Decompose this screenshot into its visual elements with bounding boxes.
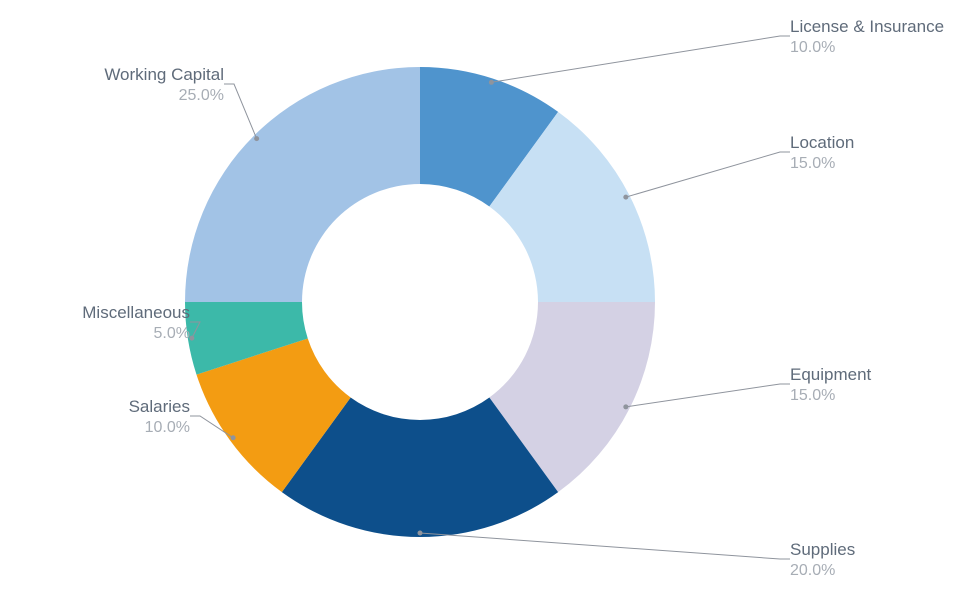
slice-label: Working Capital [104,65,224,84]
leader-dot [231,435,236,440]
leader-dot [418,531,423,536]
slice-percent: 10.0% [790,39,835,56]
leader-dot [623,404,628,409]
slice-percent: 25.0% [179,87,224,104]
donut-svg: License & Insurance 10.0% Location 15.0% Equ… [0,0,975,605]
leader-line [626,384,790,407]
slice-percent: 10.0% [145,419,190,436]
slice-percent: 5.0% [154,325,190,342]
leader-dot [254,136,259,141]
leader-line [224,84,257,139]
slice-label: Location [790,133,854,152]
leader-line [626,152,790,197]
slice-label: Miscellaneous [82,303,190,322]
leader-dot [623,195,628,200]
slice-percent: 20.0% [790,562,835,579]
leader-line [420,533,790,559]
slice-label: Equipment [790,365,872,384]
slice-label: Supplies [790,540,855,559]
leader-line [491,36,790,82]
leader-dot [189,336,194,341]
slice-label: License & Insurance [790,17,944,36]
slice-percent: 15.0% [790,155,835,172]
leader-dot [489,80,494,85]
slice-percent: 15.0% [790,387,835,404]
slice-label: Salaries [129,397,190,416]
donut-chart: License & Insurance 10.0% Location 15.0% Equ… [0,0,975,605]
